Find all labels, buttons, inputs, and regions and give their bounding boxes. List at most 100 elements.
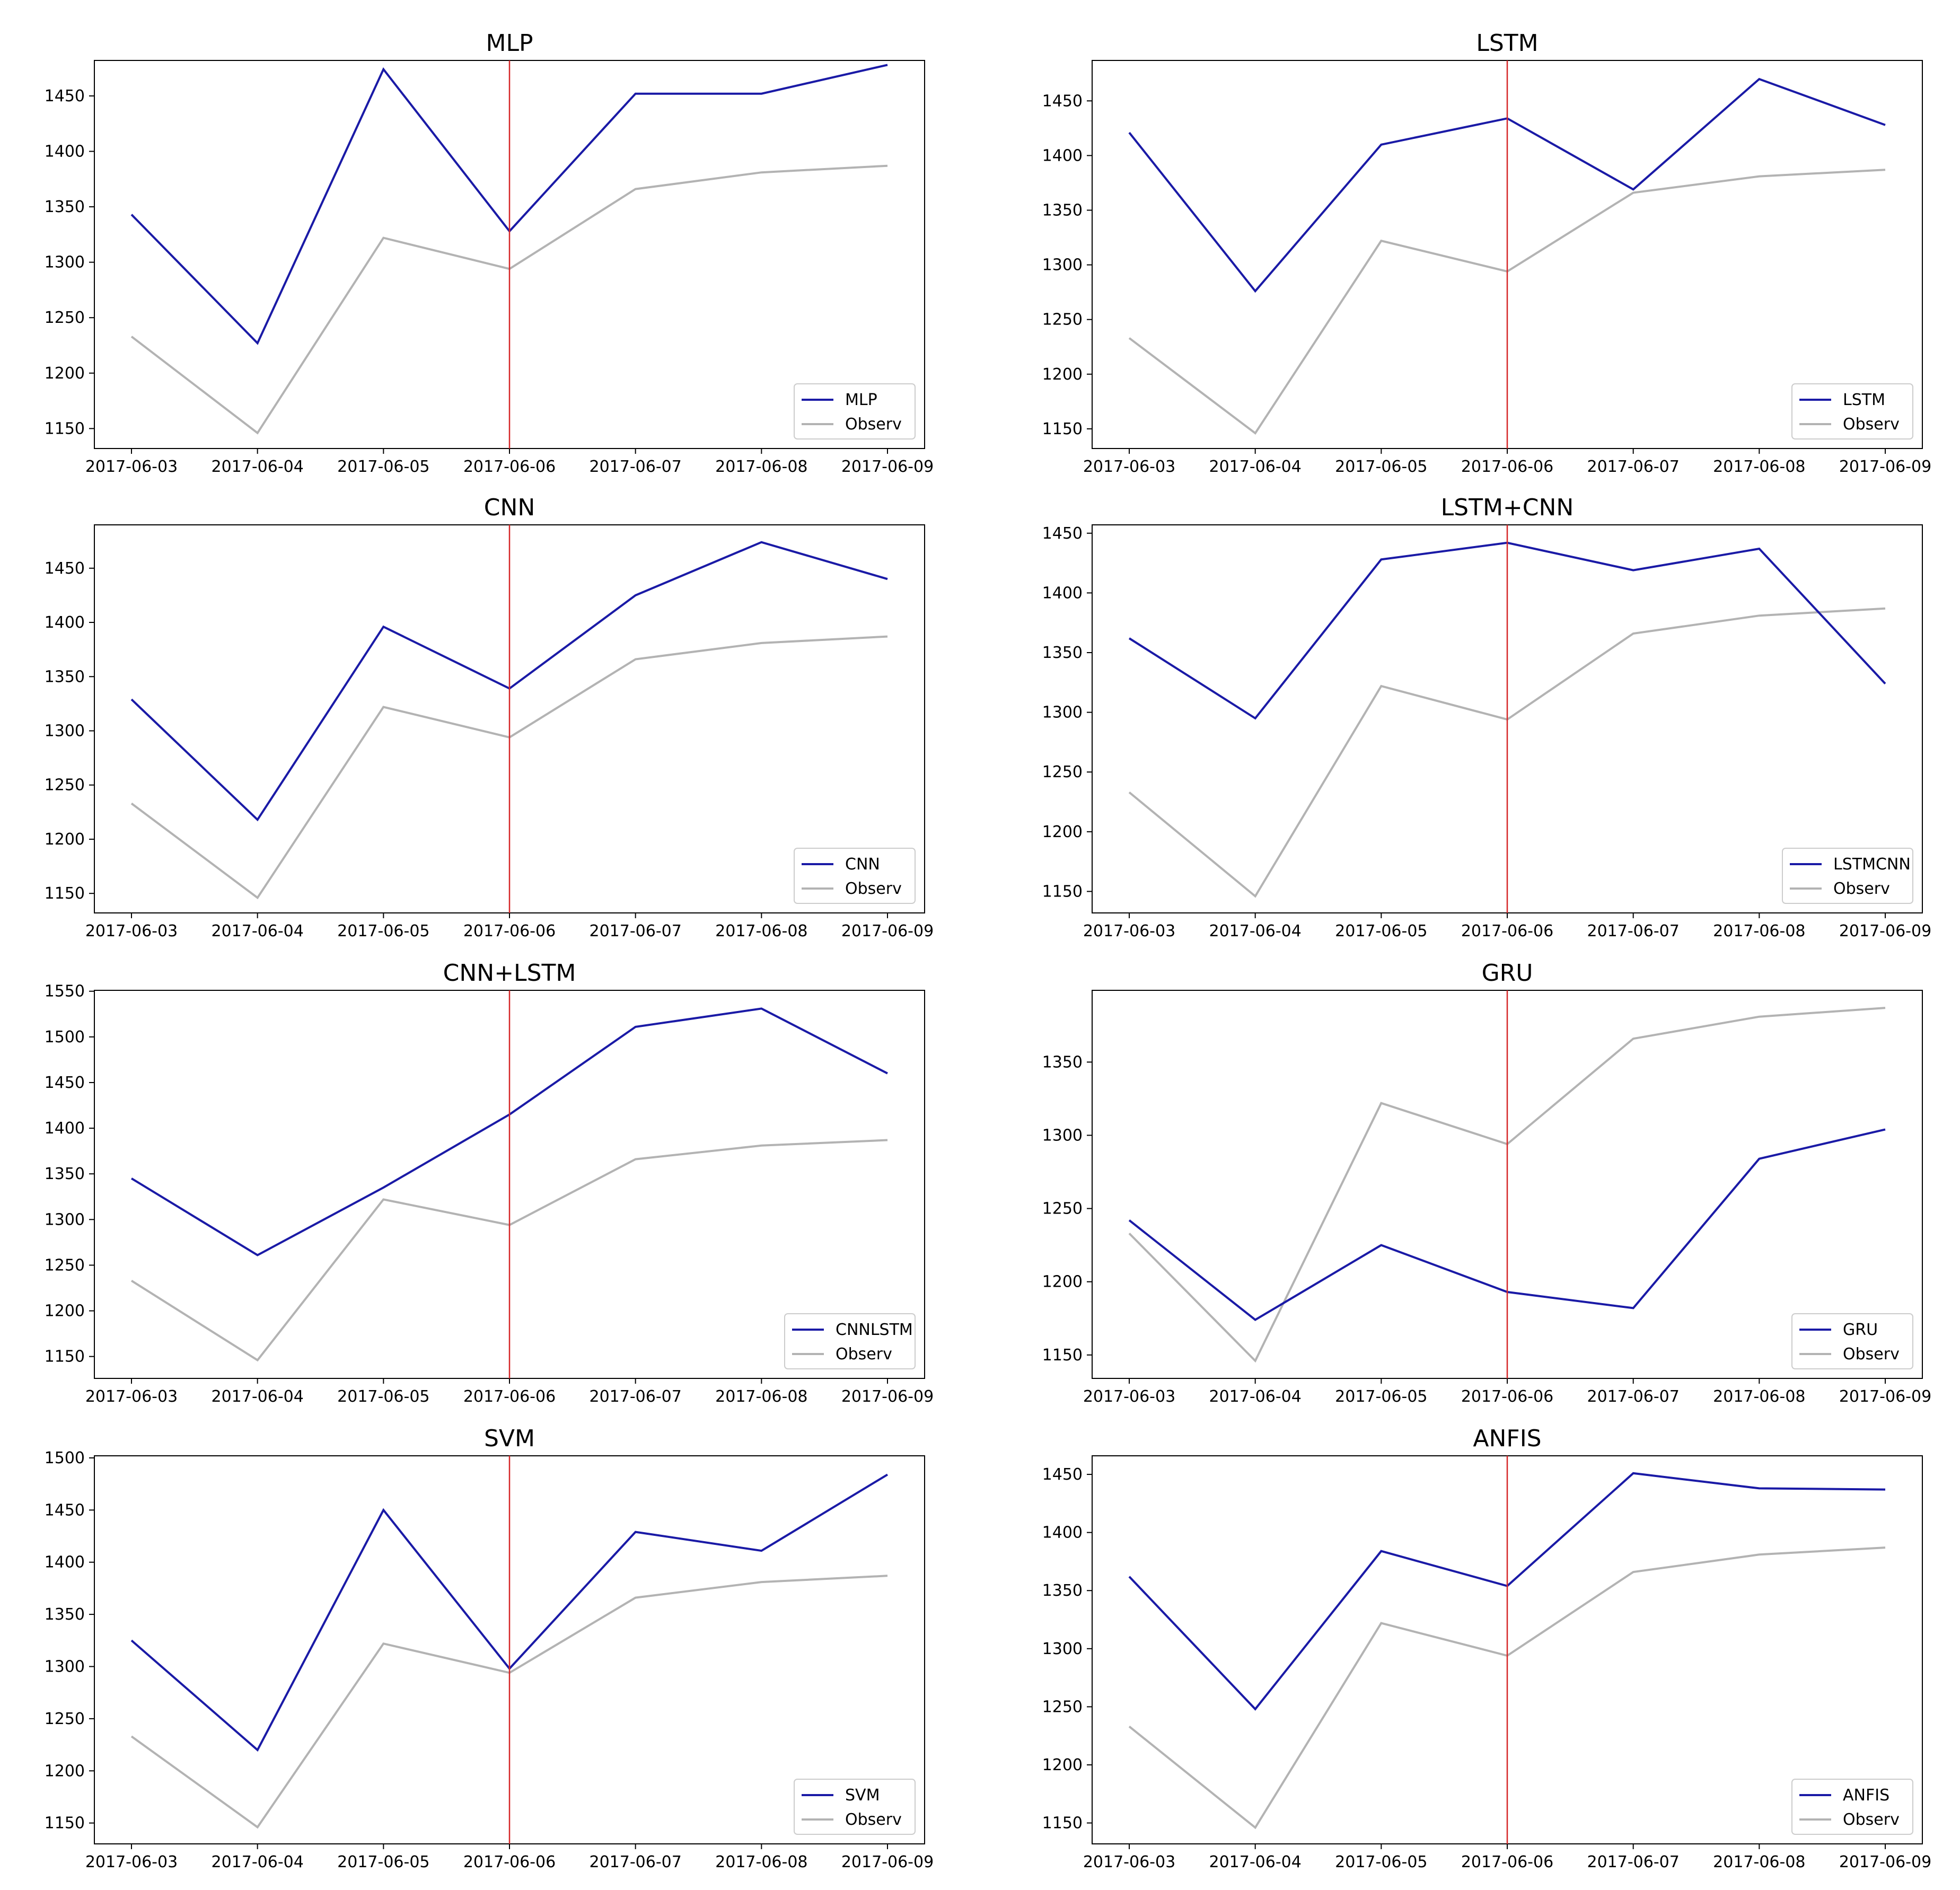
legend: GRU Observ <box>1791 1313 1913 1369</box>
x-tick-label: 2017-06-05 <box>337 458 429 476</box>
y-tick-label: 1150 <box>45 884 85 903</box>
y-tick-label: 1300 <box>1042 1126 1083 1145</box>
y-tick-label: 1300 <box>1042 256 1083 275</box>
y-tick-label: 1550 <box>45 982 85 1001</box>
y-tick-label: 1350 <box>1042 201 1083 219</box>
legend-label: Observ <box>845 1810 902 1829</box>
y-tick-label: 1300 <box>45 253 85 272</box>
y-tick-label: 1150 <box>45 1348 85 1366</box>
x-tick-label: 2017-06-06 <box>463 1387 556 1406</box>
y-tick-label: 1250 <box>1042 311 1083 329</box>
y-tick-label: 1250 <box>1042 1200 1083 1218</box>
x-tick-label: 2017-06-06 <box>463 922 556 940</box>
legend-label: SVM <box>845 1786 880 1805</box>
x-tick-label: 2017-06-03 <box>85 1853 178 1871</box>
x-tick-label: 2017-06-06 <box>1461 1853 1553 1871</box>
chart-cnn: CNN 1150 1200 1250 1300 1350 1400 1450 2017-06-0… <box>45 494 934 940</box>
x-tick-label: 2017-06-04 <box>1209 458 1301 476</box>
x-tick-label: 2017-06-03 <box>1083 1387 1175 1406</box>
y-tick-label: 1300 <box>45 722 85 740</box>
legend: LSTM Observ <box>1791 383 1913 439</box>
x-tick-label: 2017-06-03 <box>85 458 178 476</box>
x-tick-label: 2017-06-06 <box>1461 458 1553 476</box>
x-tick-label: 2017-06-07 <box>1587 1853 1679 1871</box>
y-tick-label: 1450 <box>1042 524 1083 543</box>
chart-title: SVM <box>484 1425 535 1452</box>
x-tick-label: 2017-06-05 <box>1335 458 1427 476</box>
y-tick-label: 1150 <box>45 1814 85 1833</box>
y-tick-label: 1250 <box>45 1710 85 1728</box>
y-tick-label: 1400 <box>1042 584 1083 602</box>
x-tick-label: 2017-06-08 <box>1713 458 1805 476</box>
legend: ANFIS Observ <box>1791 1779 1913 1835</box>
x-tick-label: 2017-06-03 <box>85 922 178 940</box>
x-tick-label: 2017-06-08 <box>715 1853 807 1871</box>
x-tick-label: 2017-06-06 <box>1461 922 1553 940</box>
chart-lstm: LSTM 1150 1200 1250 1300 1350 1400 1450 2017-06-… <box>1042 30 1932 476</box>
chart-mlp: MLP 1150 1200 1250 1300 1350 1400 1450 2017-06-0… <box>45 30 934 476</box>
y-tick-label: 1250 <box>45 1256 85 1274</box>
legend: MLP Observ <box>794 383 916 439</box>
x-tick-label: 2017-06-04 <box>211 458 303 476</box>
y-tick-label: 1200 <box>1042 365 1083 384</box>
y-tick-label: 1200 <box>45 830 85 849</box>
y-tick-label: 1400 <box>45 142 85 161</box>
y-tick-label: 1250 <box>1042 1698 1083 1716</box>
y-tick-label: 1350 <box>1042 1581 1083 1600</box>
y-tick-label: 1250 <box>45 309 85 327</box>
legend-label: LSTM <box>1843 391 1885 409</box>
x-tick-label: 2017-06-04 <box>1209 1853 1301 1871</box>
legend: CNN Observ <box>794 848 916 904</box>
y-tick-label: 1350 <box>45 667 85 686</box>
y-tick-label: 1500 <box>45 1449 85 1467</box>
x-tick-label: 2017-06-06 <box>1461 1387 1553 1406</box>
chart-title: LSTM <box>1476 30 1538 57</box>
x-tick-label: 2017-06-04 <box>1209 922 1301 940</box>
x-tick-label: 2017-06-05 <box>337 922 429 940</box>
legend-label: GRU <box>1843 1321 1878 1339</box>
y-tick-label: 1450 <box>1042 1465 1083 1484</box>
x-tick-label: 2017-06-08 <box>1713 1853 1805 1871</box>
chart-title: CNN+LSTM <box>443 960 576 987</box>
y-tick-label: 1400 <box>1042 1524 1083 1542</box>
x-tick-label: 2017-06-07 <box>589 1853 681 1871</box>
x-tick-label: 2017-06-07 <box>589 1387 681 1406</box>
chart-title: ANFIS <box>1473 1425 1541 1452</box>
legend-label: Observ <box>1843 415 1900 434</box>
x-tick-label: 2017-06-03 <box>1083 922 1175 940</box>
chart-title: GRU <box>1482 960 1533 987</box>
y-tick-label: 1350 <box>1042 1053 1083 1071</box>
x-tick-label: 2017-06-09 <box>841 458 934 476</box>
legend: SVM Observ <box>794 1779 916 1835</box>
x-tick-label: 2017-06-07 <box>1587 458 1679 476</box>
y-tick-label: 1150 <box>1042 420 1083 438</box>
chart-gru: GRU 1150 1200 1250 1300 1350 2017-06-03 2017-06… <box>1042 960 1932 1406</box>
x-tick-label: 2017-06-03 <box>85 1387 178 1406</box>
legend-label: MLP <box>845 391 877 409</box>
chart-title: MLP <box>486 30 533 57</box>
y-tick-label: 1300 <box>45 1657 85 1676</box>
y-tick-label: 1450 <box>45 87 85 106</box>
x-tick-label: 2017-06-05 <box>1335 922 1427 940</box>
x-tick-label: 2017-06-09 <box>1839 922 1931 940</box>
chart-svm: SVM 1150 1200 1250 1300 1350 1400 1450 1500 2017-… <box>45 1425 934 1871</box>
x-tick-label: 2017-06-08 <box>1713 1387 1805 1406</box>
chart-anfis: ANFIS 1150 1200 1250 1300 1350 1400 1450 2017-06… <box>1042 1425 1932 1871</box>
y-tick-label: 1150 <box>1042 1814 1083 1833</box>
x-tick-label: 2017-06-08 <box>715 922 807 940</box>
chart-title: LSTM+CNN <box>1441 494 1574 521</box>
x-tick-label: 2017-06-09 <box>1839 1853 1931 1871</box>
legend: CNNLSTM Observ <box>784 1313 916 1369</box>
x-tick-label: 2017-06-08 <box>1713 922 1805 940</box>
x-tick-label: 2017-06-09 <box>1839 1387 1931 1406</box>
chart-title: CNN <box>484 494 535 521</box>
x-tick-label: 2017-06-04 <box>211 1853 303 1871</box>
y-tick-label: 1450 <box>45 1501 85 1519</box>
x-tick-label: 2017-06-04 <box>211 922 303 940</box>
y-tick-label: 1150 <box>1042 882 1083 901</box>
y-tick-label: 1450 <box>45 1074 85 1092</box>
x-tick-label: 2017-06-05 <box>337 1853 429 1871</box>
y-tick-label: 1300 <box>1042 704 1083 722</box>
x-tick-label: 2017-06-08 <box>715 458 807 476</box>
y-tick-label: 1400 <box>45 1553 85 1572</box>
